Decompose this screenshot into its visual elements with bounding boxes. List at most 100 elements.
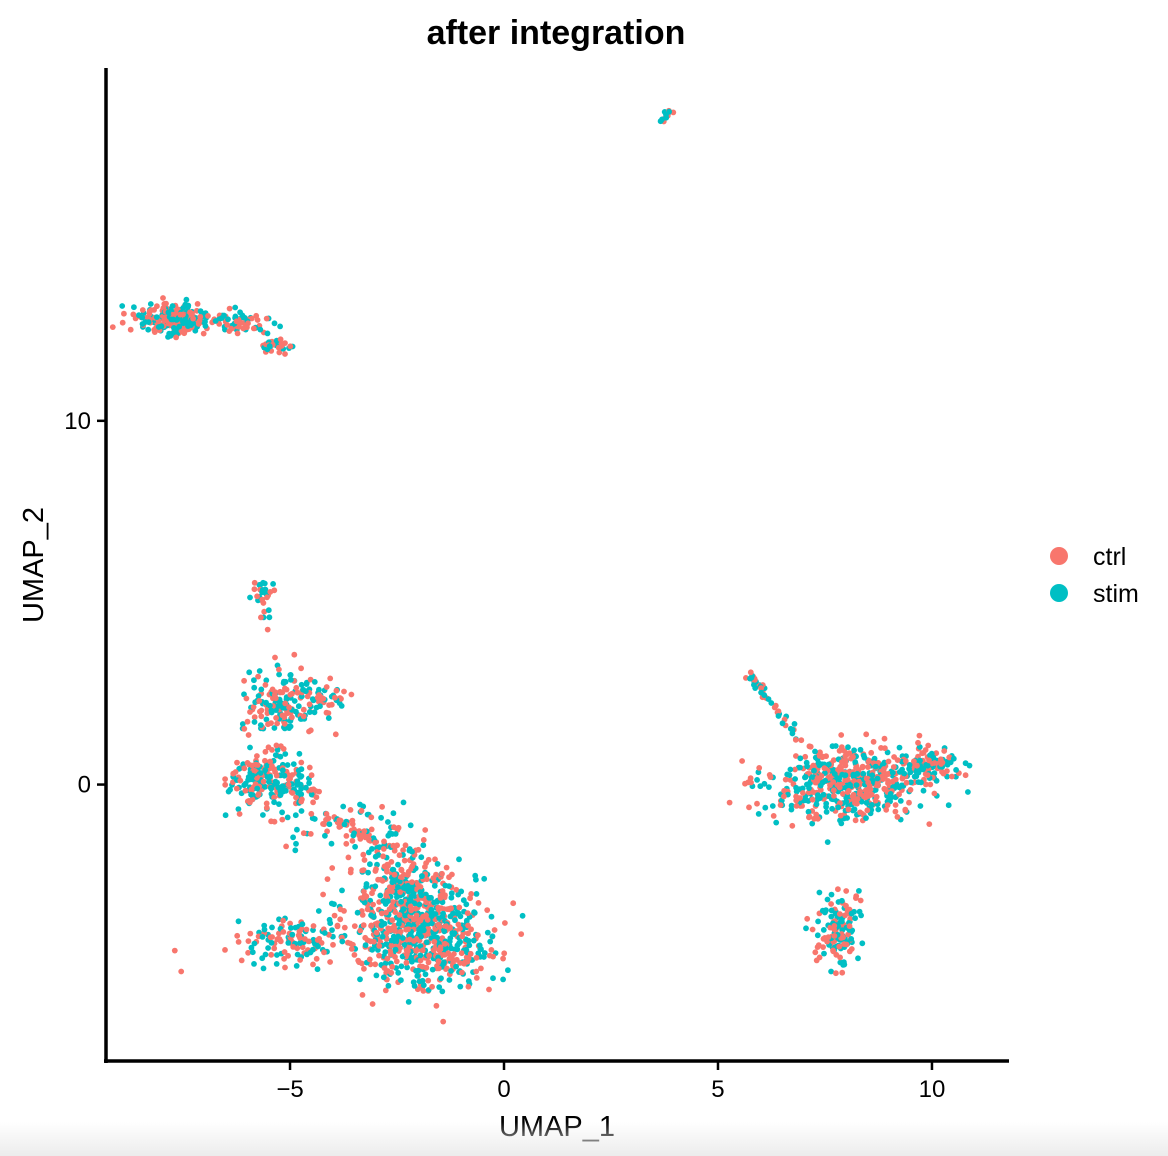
point-stim: [871, 755, 878, 762]
point-ctrl: [420, 837, 427, 843]
point-stim: [249, 949, 256, 956]
point-ctrl: [380, 846, 387, 852]
point-ctrl: [160, 295, 166, 301]
point-stim: [170, 316, 177, 323]
point-ctrl: [294, 689, 301, 696]
point-stim: [296, 750, 303, 757]
point-stim: [357, 976, 363, 983]
point-stim: [848, 936, 855, 942]
point-ctrl: [178, 968, 185, 975]
point-ctrl: [361, 857, 368, 863]
point-ctrl: [372, 839, 378, 846]
point-stim: [429, 966, 436, 973]
point-stim: [267, 784, 274, 791]
point-ctrl: [242, 787, 249, 794]
point-ctrl: [333, 687, 340, 694]
point-stim: [861, 754, 868, 761]
point-stim: [255, 693, 262, 699]
point-ctrl: [831, 923, 838, 929]
point-ctrl: [836, 911, 843, 917]
point-stim: [377, 892, 384, 899]
point-stim: [851, 747, 857, 754]
point-stim: [814, 796, 820, 803]
point-stim: [473, 876, 479, 883]
legend-key-ctrl: [1050, 547, 1068, 565]
x-tick-label: 10: [919, 1076, 946, 1103]
point-ctrl: [306, 764, 313, 771]
point-ctrl: [809, 796, 816, 803]
point-ctrl: [236, 811, 243, 817]
point-stim: [410, 922, 417, 929]
point-ctrl: [389, 917, 396, 924]
point-stim: [417, 889, 424, 896]
point-ctrl: [821, 765, 828, 772]
point-ctrl: [437, 895, 444, 901]
point-ctrl: [894, 814, 901, 820]
x-tick-label: −5: [276, 1076, 303, 1103]
point-ctrl: [241, 765, 248, 772]
point-ctrl: [272, 654, 278, 661]
point-ctrl: [835, 766, 841, 773]
point-stim: [811, 767, 817, 774]
point-stim: [245, 777, 252, 783]
point-stim: [248, 791, 255, 798]
point-stim: [145, 319, 152, 325]
point-ctrl: [293, 794, 299, 801]
point-stim: [260, 812, 266, 818]
point-stim: [762, 804, 769, 811]
point-stim: [812, 748, 818, 755]
point-stim: [779, 720, 786, 727]
point-ctrl: [746, 804, 752, 811]
point-ctrl: [286, 704, 292, 711]
point-stim: [797, 755, 804, 762]
point-ctrl: [389, 963, 396, 970]
point-stim: [418, 854, 425, 861]
point-ctrl: [857, 788, 863, 795]
point-ctrl: [813, 957, 820, 964]
point-stim: [306, 709, 313, 715]
point-ctrl: [200, 330, 207, 337]
point-ctrl: [927, 781, 934, 788]
point-ctrl: [840, 791, 846, 797]
point-stim: [267, 702, 273, 709]
point-stim: [825, 761, 832, 768]
point-ctrl: [868, 749, 875, 756]
point-ctrl: [388, 859, 395, 865]
point-stim: [447, 935, 454, 941]
point-ctrl: [287, 920, 293, 927]
point-stim: [287, 723, 294, 730]
point-ctrl: [835, 886, 841, 893]
point-ctrl: [890, 764, 897, 770]
point-stim: [448, 968, 454, 974]
point-stim: [519, 912, 526, 919]
point-ctrl: [251, 714, 258, 721]
point-stim: [423, 939, 430, 946]
point-stim: [828, 968, 834, 975]
point-ctrl: [397, 889, 404, 895]
legend-label-stim: stim: [1093, 580, 1139, 608]
point-stim: [409, 958, 415, 965]
point-ctrl: [308, 810, 315, 817]
point-ctrl: [370, 901, 376, 908]
point-ctrl: [413, 947, 420, 954]
point-ctrl: [345, 854, 352, 861]
point-ctrl: [423, 899, 430, 906]
point-ctrl: [798, 737, 805, 744]
point-ctrl: [425, 856, 432, 863]
point-ctrl: [347, 869, 354, 876]
point-stim: [451, 930, 458, 936]
point-ctrl: [425, 931, 431, 937]
point-ctrl: [793, 753, 799, 759]
point-ctrl: [296, 933, 303, 939]
point-ctrl: [938, 761, 944, 767]
point-stim: [456, 940, 462, 947]
point-ctrl: [251, 768, 258, 774]
point-stim: [950, 755, 957, 762]
x-tick-label: 0: [497, 1076, 510, 1103]
point-ctrl: [260, 778, 267, 785]
point-stim: [797, 764, 803, 771]
point-stim: [326, 916, 333, 923]
point-stim: [263, 677, 270, 684]
point-ctrl: [290, 944, 297, 950]
point-stim: [426, 895, 433, 901]
